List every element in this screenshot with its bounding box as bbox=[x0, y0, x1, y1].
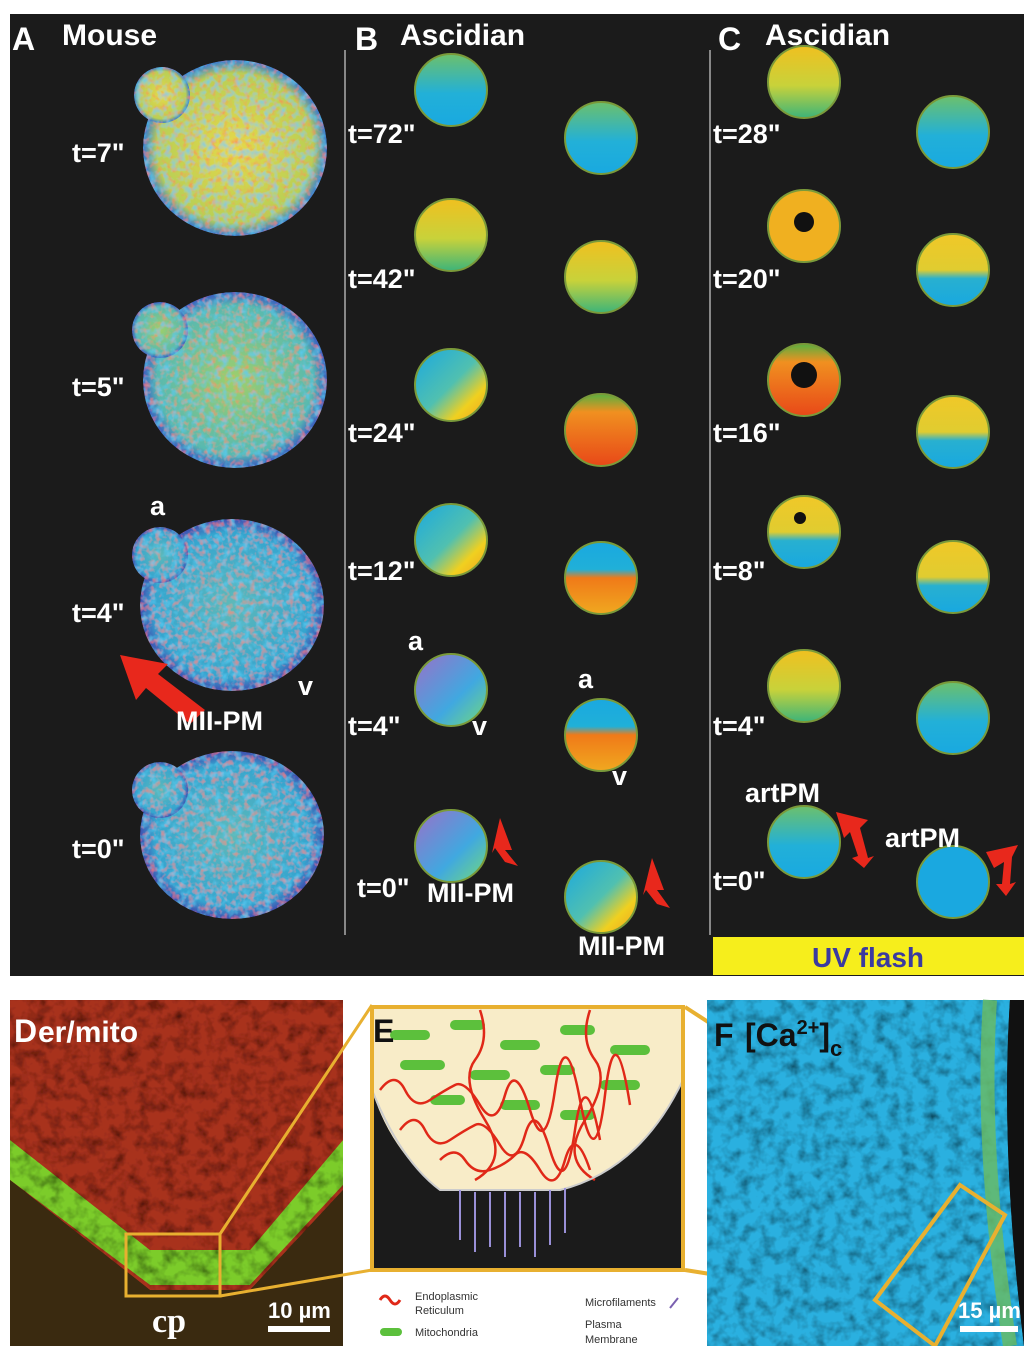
shape bbox=[415, 54, 487, 126]
pole-label: v bbox=[612, 761, 627, 791]
shape bbox=[565, 542, 637, 614]
spot bbox=[794, 212, 814, 232]
time-label: t=28" bbox=[713, 119, 781, 149]
shape bbox=[565, 861, 637, 933]
legend-text: Membrane bbox=[585, 1334, 638, 1346]
cp-label: cp bbox=[152, 1303, 186, 1340]
shape bbox=[610, 1045, 650, 1055]
time-label: t=0" bbox=[713, 866, 766, 896]
time-label: t=5" bbox=[72, 372, 125, 402]
arrow-label: MII-PM bbox=[578, 931, 665, 961]
pole-label: a bbox=[408, 626, 424, 656]
time-label: t=12" bbox=[348, 556, 416, 586]
panel-title: Ascidian bbox=[400, 19, 525, 52]
shape bbox=[132, 762, 188, 818]
pole-label: a bbox=[578, 664, 594, 694]
pole-label: a bbox=[150, 491, 166, 521]
time-label: t=8" bbox=[713, 556, 766, 586]
time-label: t=16" bbox=[713, 418, 781, 448]
time-label: t=4" bbox=[348, 711, 401, 741]
uv-flash-label: UV flash bbox=[812, 942, 924, 973]
shape bbox=[917, 96, 989, 168]
shape bbox=[500, 1040, 540, 1050]
shape bbox=[917, 396, 989, 468]
time-label: t=24" bbox=[348, 418, 416, 448]
shape bbox=[960, 1326, 1018, 1332]
shape bbox=[450, 1020, 485, 1030]
panel-letter: F bbox=[714, 1017, 734, 1053]
time-label: t=72" bbox=[348, 119, 416, 149]
legend-text: Mitochondria bbox=[415, 1327, 479, 1339]
panel-title: Ascidian bbox=[765, 19, 890, 52]
panel-title: er/mito bbox=[38, 1016, 138, 1049]
shape bbox=[917, 846, 989, 918]
scale-label: 15 µm bbox=[958, 1298, 1021, 1323]
figure: A Mouse t=7" t=5" t=4" t=0" a v MII-PM B… bbox=[0, 0, 1024, 1346]
panel-letter: D bbox=[14, 1013, 37, 1049]
shape bbox=[500, 1100, 540, 1110]
shape bbox=[565, 394, 637, 466]
time-label: t=7" bbox=[72, 138, 125, 168]
legend-text: Microfilaments bbox=[585, 1297, 656, 1309]
shape bbox=[768, 46, 840, 118]
shape bbox=[268, 1326, 330, 1332]
shape bbox=[768, 650, 840, 722]
shape bbox=[415, 199, 487, 271]
time-label: t=4" bbox=[713, 711, 766, 741]
title-part: [Ca bbox=[745, 1017, 797, 1053]
shape bbox=[415, 504, 487, 576]
shape bbox=[560, 1025, 595, 1035]
shape bbox=[132, 302, 188, 358]
pole-label: v bbox=[298, 671, 313, 701]
shape bbox=[768, 496, 840, 568]
arrow-label: artPM bbox=[885, 823, 960, 853]
shape bbox=[134, 67, 190, 123]
shape bbox=[917, 234, 989, 306]
shape bbox=[390, 1030, 430, 1040]
panel-d bbox=[10, 1000, 343, 1346]
legend-text: Plasma bbox=[585, 1319, 623, 1331]
shape bbox=[400, 1060, 445, 1070]
shape bbox=[470, 1070, 510, 1080]
title-part: ] bbox=[819, 1017, 830, 1053]
spot bbox=[791, 362, 817, 388]
shape bbox=[132, 527, 188, 583]
time-label: t=42" bbox=[348, 264, 416, 294]
shape bbox=[917, 541, 989, 613]
arrow-label: MII-PM bbox=[427, 878, 514, 908]
shape bbox=[565, 102, 637, 174]
spot bbox=[794, 512, 806, 524]
time-label: t=4" bbox=[72, 598, 125, 628]
legend-text: Endoplasmic bbox=[415, 1291, 478, 1303]
legend-text: Reticulum bbox=[415, 1305, 464, 1317]
title-sub: c bbox=[830, 1036, 842, 1061]
panel-letter: B bbox=[355, 21, 378, 57]
time-label: t=0" bbox=[357, 873, 410, 903]
shape bbox=[415, 349, 487, 421]
arrow-label: MII-PM bbox=[176, 706, 263, 736]
shape bbox=[415, 810, 487, 882]
panel-letter: E bbox=[373, 1013, 394, 1049]
time-label: t=0" bbox=[72, 834, 125, 864]
pole-label: v bbox=[472, 711, 487, 741]
panel-title: Mouse bbox=[62, 19, 157, 52]
shape bbox=[768, 806, 840, 878]
shape bbox=[917, 682, 989, 754]
panel-letter: C bbox=[718, 21, 741, 57]
shape bbox=[380, 1328, 402, 1336]
shape bbox=[565, 241, 637, 313]
arrow-label: artPM bbox=[745, 778, 820, 808]
panel-letter: A bbox=[12, 21, 35, 57]
title-sup: 2+ bbox=[797, 1017, 820, 1039]
time-label: t=20" bbox=[713, 264, 781, 294]
scale-label: 10 µm bbox=[268, 1298, 331, 1323]
